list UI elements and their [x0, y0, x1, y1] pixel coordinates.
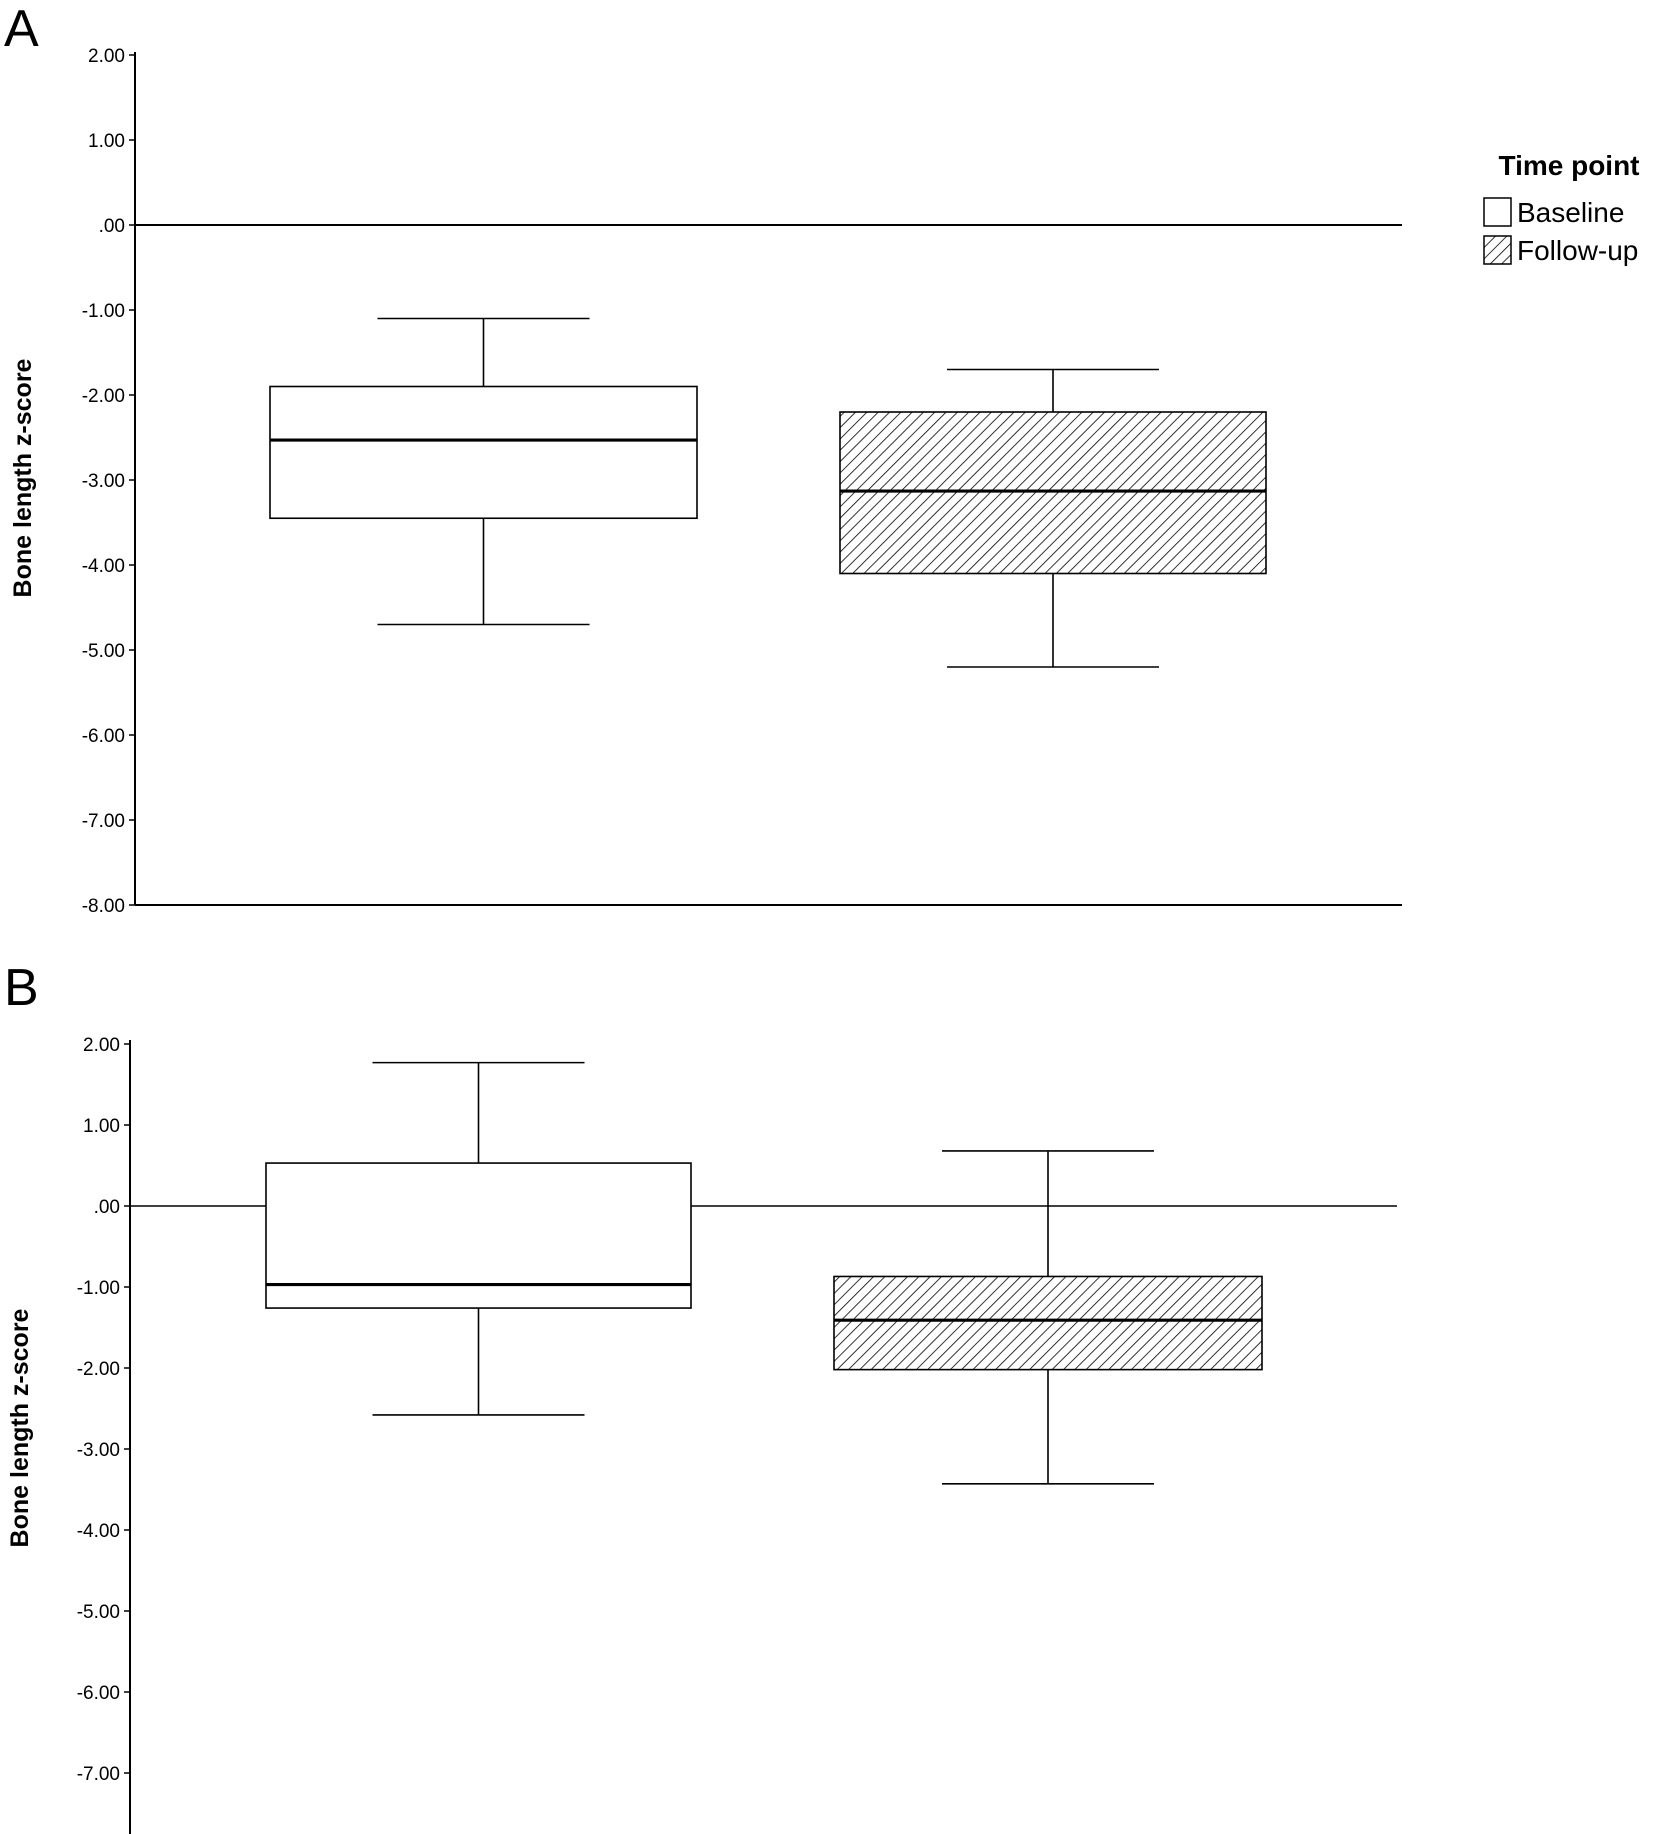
panel-label: B	[4, 959, 39, 1017]
y-tick-label: -6.00	[82, 726, 125, 747]
iqr-box	[269, 385, 698, 520]
y-tick-label: -2.00	[77, 1359, 120, 1380]
y-tick-label: -5.00	[82, 641, 125, 662]
y-tick-label: 1.00	[88, 131, 125, 152]
panel-label: A	[4, 0, 39, 58]
panel-b: B Bone length z-score 2.00 1.00 .00 -1.00 -2…	[4, 959, 1397, 1834]
box-group	[265, 1061, 1263, 1485]
y-tick-label: -7.00	[77, 1764, 120, 1785]
box-follow-up	[839, 368, 1267, 668]
legend-label-baseline: Baseline	[1517, 197, 1624, 228]
y-axis-title: Bone length z-score	[9, 358, 37, 597]
y-axis-title: Bone length z-score	[6, 1308, 34, 1547]
y-tick-label: -1.00	[77, 1278, 120, 1299]
y-tick-label: -3.00	[82, 471, 125, 492]
iqr-box	[833, 1275, 1263, 1371]
legend-swatch-baseline	[1483, 197, 1512, 227]
iqr-box	[265, 1162, 692, 1309]
y-tick-label: -3.00	[77, 1440, 120, 1461]
legend-title: Time point	[1498, 150, 1639, 181]
box-follow-up	[833, 1150, 1263, 1485]
y-tick-label: 1.00	[83, 1116, 120, 1137]
y-tick-label: .00	[99, 216, 125, 237]
box-baseline	[269, 317, 698, 626]
y-tick-label: -8.00	[82, 896, 125, 917]
iqr-box	[839, 411, 1267, 575]
y-ticks: 2.00 1.00 .00 -1.00 -2.00 -3.00 -4.00 -5.00 -6.0…	[82, 46, 135, 917]
y-tick-label: -2.00	[82, 386, 125, 407]
y-tick-label: -6.00	[77, 1683, 120, 1704]
y-tick-label: -1.00	[82, 301, 125, 322]
y-tick-label: .00	[94, 1197, 120, 1218]
legend-label-follow-up: Follow-up	[1517, 235, 1638, 266]
legend-swatch-follow-up	[1483, 235, 1512, 265]
legend: Time point Baseline Follow-up	[1483, 150, 1640, 266]
y-tick-label: -4.00	[82, 556, 125, 577]
y-tick-label: -4.00	[77, 1521, 120, 1542]
y-tick-label: -7.00	[82, 811, 125, 832]
y-tick-label: 2.00	[83, 1035, 120, 1056]
box-baseline	[265, 1061, 692, 1416]
y-tick-label: 2.00	[88, 46, 125, 67]
panel-a: A Bone length z-score 2.00 1.00 .00 -1.00 -2…	[4, 0, 1402, 917]
box-group	[269, 317, 1267, 668]
y-ticks: 2.00 1.00 .00 -1.00 -2.00 -3.00 -4.00 -5.00 -6.0…	[77, 1035, 130, 1785]
y-tick-label: -5.00	[77, 1602, 120, 1623]
